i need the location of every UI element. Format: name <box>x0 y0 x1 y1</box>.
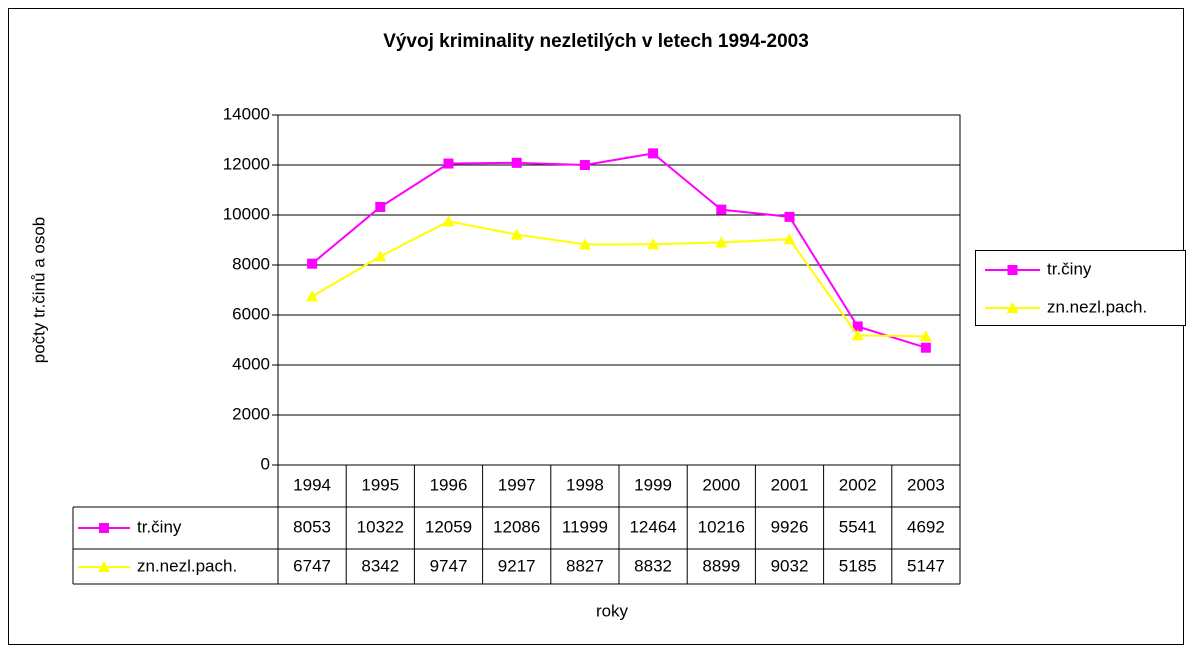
table-value: 5185 <box>839 556 877 575</box>
x-tick-label: 1994 <box>293 475 331 494</box>
table-value: 5147 <box>907 556 945 575</box>
marker <box>648 148 659 159</box>
table-value: 9217 <box>498 556 536 575</box>
series-line <box>311 220 926 338</box>
table-value: 9032 <box>771 556 809 575</box>
legend-marker <box>98 561 110 572</box>
table-value: 6747 <box>293 556 331 575</box>
marker <box>511 157 522 168</box>
legend-marker <box>99 523 109 533</box>
marker <box>920 342 931 353</box>
legend-marker <box>1006 302 1019 313</box>
table-value: 9926 <box>771 517 809 536</box>
marker <box>374 250 387 262</box>
marker <box>852 321 863 332</box>
marker <box>443 158 454 169</box>
marker <box>919 330 932 342</box>
chart-title: Vývoj kriminality nezletilých v letech 1… <box>383 31 809 52</box>
y-tick-label: 6000 <box>232 304 270 323</box>
x-axis-title: roky <box>596 601 629 620</box>
marker <box>647 238 660 250</box>
x-tick-label: 2001 <box>771 475 809 494</box>
y-axis-title: počty tr.činů a osob <box>29 217 48 363</box>
table-value: 8827 <box>566 556 604 575</box>
table-series-label: zn.nezl.pach. <box>137 556 237 575</box>
marker <box>579 160 590 171</box>
x-tick-label: 1997 <box>498 475 536 494</box>
marker <box>716 204 727 215</box>
table-value: 12059 <box>425 517 472 536</box>
table-value: 11999 <box>562 517 608 536</box>
table-value: 8832 <box>634 556 672 575</box>
marker <box>375 201 386 212</box>
y-tick-label: 14000 <box>223 104 270 123</box>
marker <box>307 258 318 269</box>
table-value: 10216 <box>698 517 745 536</box>
table-value: 4692 <box>907 517 945 536</box>
marker <box>510 228 523 240</box>
marker <box>442 215 455 227</box>
marker <box>784 211 795 222</box>
table-value: 12464 <box>629 517 676 536</box>
marker <box>851 329 864 341</box>
table-value: 9747 <box>430 556 468 575</box>
x-tick-label: 1999 <box>634 475 672 494</box>
y-tick-label: 12000 <box>223 154 270 173</box>
y-tick-label: 8000 <box>232 254 270 273</box>
table-value: 8899 <box>702 556 740 575</box>
table-value: 5541 <box>839 517 877 536</box>
x-tick-label: 1995 <box>361 475 399 494</box>
x-tick-label: 1996 <box>430 475 468 494</box>
table-value: 8053 <box>293 517 331 536</box>
series-line <box>311 152 927 349</box>
x-tick-label: 2000 <box>702 475 740 494</box>
y-tick-label: 4000 <box>232 354 270 373</box>
legend-label: zn.nezl.pach. <box>1047 297 1147 316</box>
table-value: 12086 <box>493 517 540 536</box>
table-series-label: tr.činy <box>137 517 182 536</box>
marker <box>306 290 319 302</box>
table-value: 8342 <box>361 556 399 575</box>
legend-label: tr.činy <box>1047 259 1092 278</box>
x-tick-label: 1998 <box>566 475 604 494</box>
x-tick-label: 2003 <box>907 475 945 494</box>
marker <box>578 238 591 250</box>
y-tick-label: 2000 <box>232 404 270 423</box>
y-tick-label: 0 <box>261 454 270 473</box>
legend-marker <box>1007 265 1018 275</box>
table-value: 10322 <box>357 517 404 536</box>
marker <box>715 236 728 248</box>
y-tick-label: 10000 <box>223 204 270 223</box>
x-tick-label: 2002 <box>839 475 877 494</box>
marker <box>783 233 796 245</box>
